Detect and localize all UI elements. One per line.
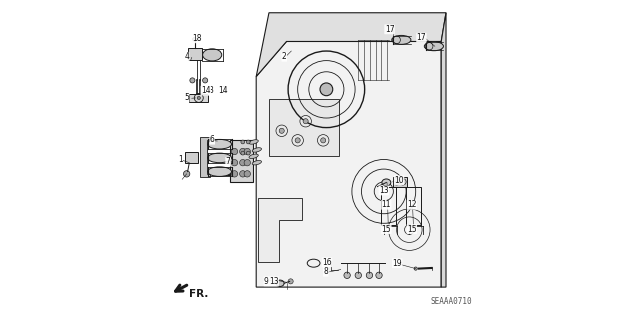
- Circle shape: [244, 171, 250, 177]
- Text: 15: 15: [381, 225, 391, 234]
- Ellipse shape: [207, 139, 232, 149]
- Polygon shape: [256, 13, 446, 77]
- Text: 3: 3: [221, 86, 226, 95]
- Bar: [189, 94, 209, 102]
- Circle shape: [241, 151, 244, 155]
- Circle shape: [190, 78, 195, 83]
- Text: 8: 8: [323, 267, 328, 276]
- Circle shape: [303, 119, 308, 124]
- Circle shape: [321, 138, 326, 143]
- Circle shape: [203, 78, 208, 83]
- Bar: [406, 187, 422, 225]
- Circle shape: [246, 151, 250, 155]
- Ellipse shape: [252, 148, 262, 152]
- Circle shape: [366, 272, 372, 278]
- Text: 13: 13: [379, 186, 388, 195]
- Circle shape: [244, 148, 250, 155]
- Circle shape: [344, 272, 350, 278]
- Polygon shape: [200, 137, 210, 177]
- Ellipse shape: [203, 49, 221, 61]
- Polygon shape: [258, 198, 303, 262]
- Text: FR.: FR.: [189, 289, 209, 299]
- Ellipse shape: [249, 140, 259, 144]
- Circle shape: [288, 279, 293, 284]
- Text: 2: 2: [282, 52, 287, 61]
- Circle shape: [231, 171, 237, 177]
- Text: 6: 6: [210, 135, 214, 144]
- Text: 14: 14: [218, 86, 227, 95]
- Ellipse shape: [424, 42, 444, 51]
- Circle shape: [244, 160, 250, 166]
- Text: 17: 17: [417, 33, 426, 42]
- Circle shape: [231, 160, 237, 166]
- Polygon shape: [256, 41, 441, 287]
- Text: 19: 19: [392, 259, 402, 268]
- Circle shape: [295, 138, 300, 143]
- Text: 14: 14: [201, 86, 211, 95]
- Circle shape: [239, 171, 246, 177]
- Text: 15: 15: [407, 225, 417, 234]
- Text: 16: 16: [322, 258, 332, 267]
- Text: 7: 7: [226, 157, 230, 166]
- Bar: [381, 187, 396, 225]
- Circle shape: [320, 83, 333, 96]
- Text: 10: 10: [394, 176, 404, 185]
- Ellipse shape: [207, 167, 232, 176]
- Ellipse shape: [249, 154, 259, 159]
- Ellipse shape: [276, 280, 284, 286]
- Circle shape: [239, 148, 246, 155]
- Ellipse shape: [382, 179, 391, 186]
- Ellipse shape: [207, 153, 232, 163]
- Circle shape: [355, 272, 362, 278]
- Circle shape: [193, 37, 196, 41]
- Text: 12: 12: [407, 200, 417, 209]
- Circle shape: [246, 140, 250, 144]
- Circle shape: [279, 128, 284, 133]
- Ellipse shape: [392, 35, 411, 44]
- Bar: [188, 48, 202, 60]
- Bar: [230, 140, 253, 182]
- Bar: [269, 99, 339, 156]
- Text: 1: 1: [178, 155, 182, 164]
- Text: 3: 3: [209, 86, 213, 95]
- Text: 9: 9: [264, 277, 269, 286]
- Text: 18: 18: [193, 34, 202, 43]
- Circle shape: [376, 272, 382, 278]
- Polygon shape: [441, 13, 446, 287]
- Circle shape: [184, 171, 190, 177]
- Text: 11: 11: [381, 200, 391, 209]
- Text: 4: 4: [184, 52, 189, 61]
- Text: SEAAA0710: SEAAA0710: [430, 297, 472, 306]
- Circle shape: [241, 140, 244, 144]
- Text: 17: 17: [385, 25, 394, 34]
- Circle shape: [197, 96, 200, 100]
- Text: 13: 13: [269, 277, 278, 286]
- Circle shape: [231, 148, 237, 155]
- Circle shape: [239, 160, 246, 166]
- Text: 5: 5: [184, 93, 189, 102]
- Ellipse shape: [252, 160, 262, 165]
- Ellipse shape: [414, 267, 417, 270]
- Bar: [393, 177, 407, 187]
- Bar: [186, 152, 198, 163]
